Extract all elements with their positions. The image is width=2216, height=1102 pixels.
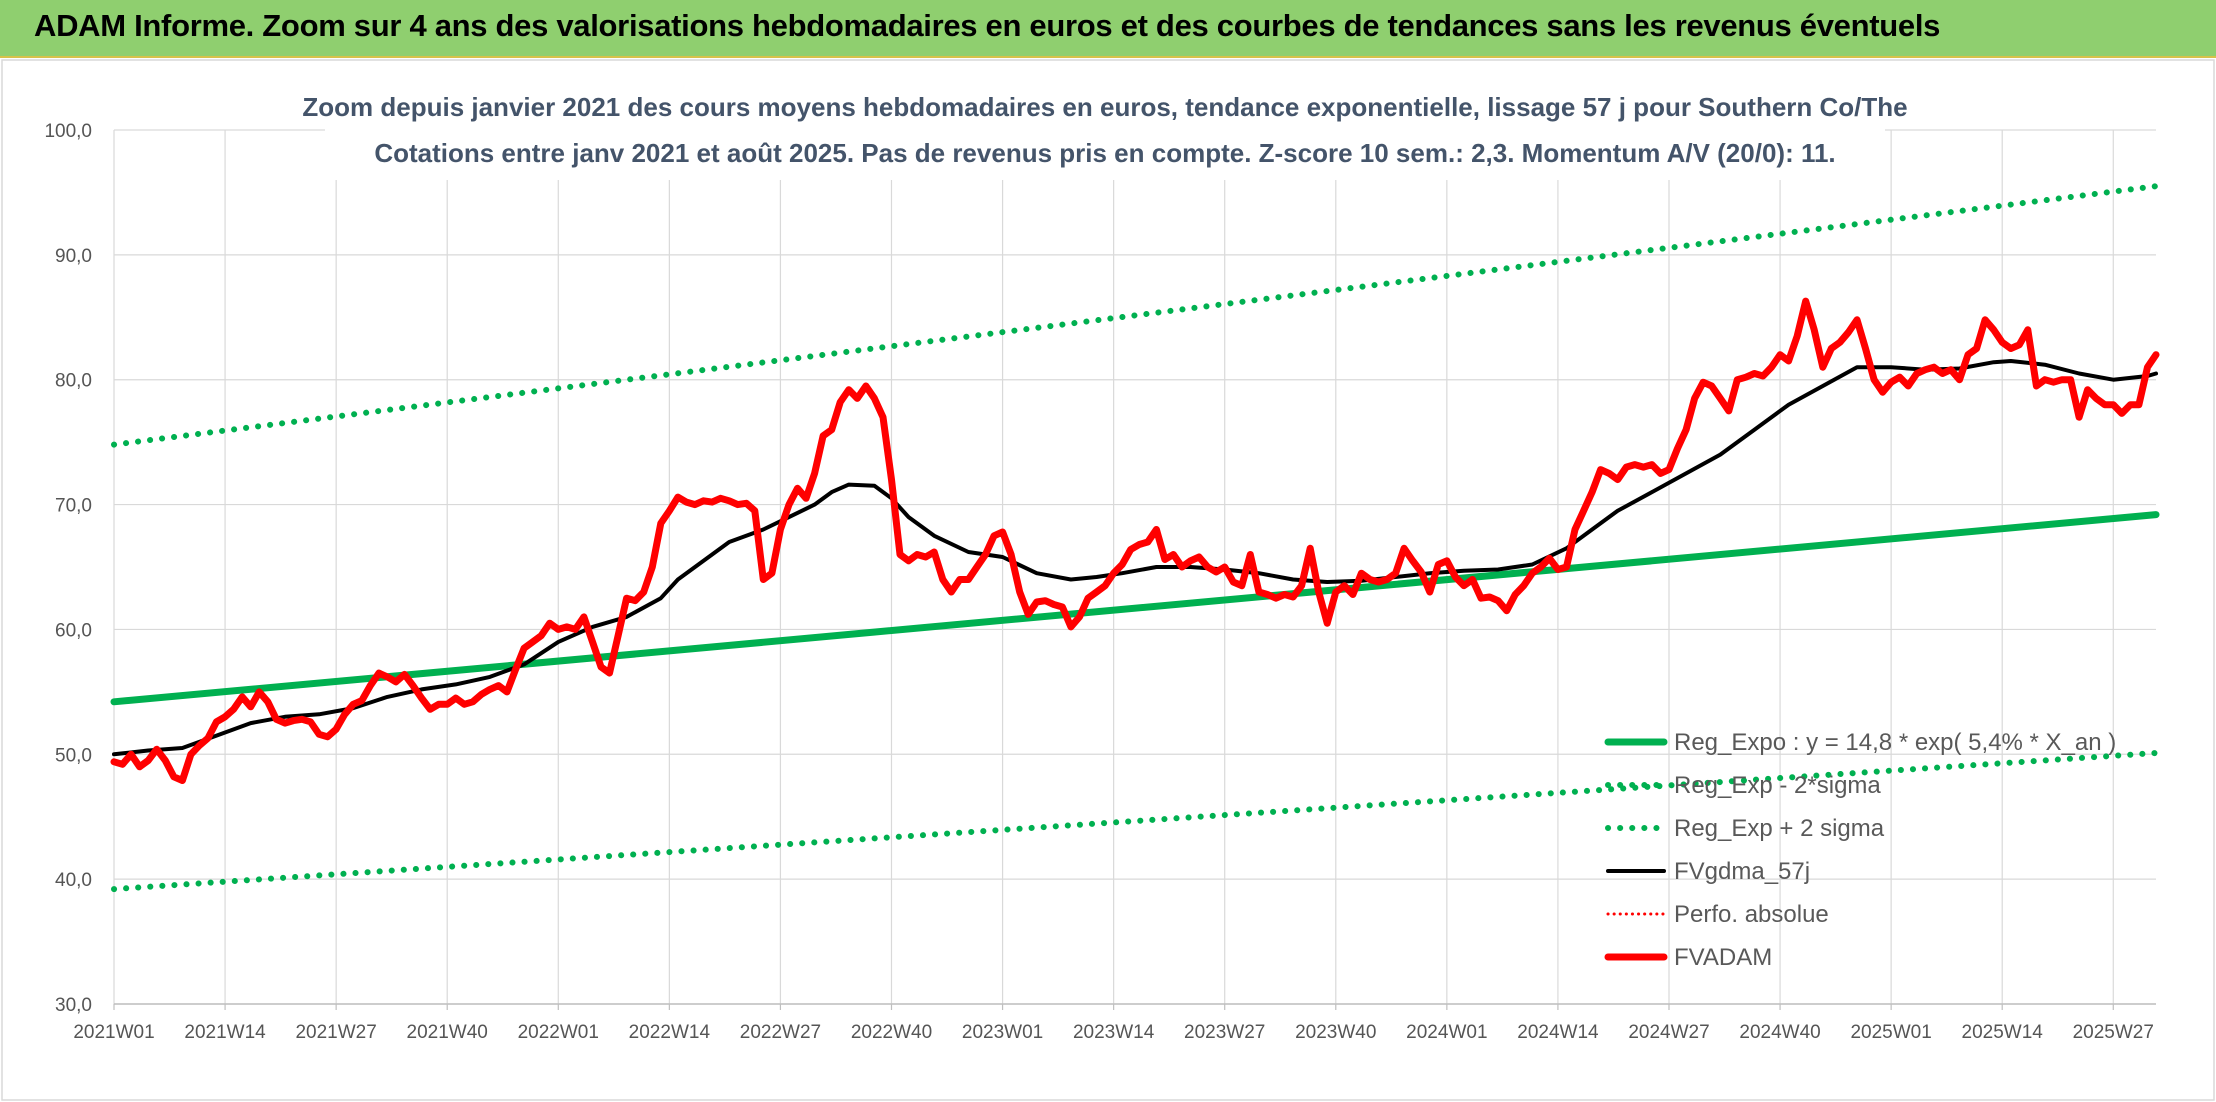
report-banner-title: ADAM Informe. Zoom sur 4 ans des valoris… — [34, 8, 1941, 43]
x-tick-label: 2021W40 — [407, 1022, 488, 1043]
y-tick-label: 80,0 — [55, 371, 92, 392]
x-tick-label: 2024W01 — [1406, 1022, 1487, 1043]
chart-title-line-2: Cotations entre janv 2021 et août 2025. … — [374, 138, 1835, 168]
x-tick-label: 2022W14 — [629, 1022, 711, 1043]
chart-title-line-1: Zoom depuis janvier 2021 des cours moyen… — [302, 92, 1907, 122]
legend-label-5: FVADAM — [1674, 944, 1772, 971]
x-tick-label: 2022W40 — [851, 1022, 932, 1043]
legend-label-2: Reg_Exp + 2 sigma — [1674, 815, 1885, 842]
y-tick-label: 60,0 — [55, 620, 92, 641]
chart-title-background — [325, 84, 1885, 180]
y-tick-label: 30,0 — [55, 995, 92, 1016]
x-tick-label: 2023W27 — [1184, 1022, 1265, 1043]
report-banner: ADAM Informe. Zoom sur 4 ans des valoris… — [0, 0, 2216, 58]
x-tick-label: 2023W40 — [1295, 1022, 1376, 1043]
x-tick-label: 2023W14 — [1073, 1022, 1155, 1043]
x-tick-label: 2025W14 — [1962, 1022, 2044, 1043]
axis-labels: 30,0 40,0 50,0 60,0 70,0 80,0 90,0 100,0 2021W01… — [44, 121, 2153, 1043]
series-line-2 — [111, 183, 2159, 448]
legend-label-0: Reg_Expo : y = 14,8 * exp( 5,4% * X_an ) — [1674, 729, 2116, 756]
x-tick-label: 2025W27 — [2073, 1022, 2154, 1043]
series-line-5 — [110, 297, 2160, 784]
series-line-3 — [112, 359, 2158, 757]
legend-label-4: Perfo. absolue — [1674, 901, 1829, 928]
x-tick-label: 2022W27 — [740, 1022, 821, 1043]
y-tick-label: 70,0 — [55, 496, 92, 517]
x-tick-label: 2025W01 — [1850, 1022, 1931, 1043]
y-tick-label: 100,0 — [44, 121, 92, 142]
y-tick-label: 90,0 — [55, 246, 92, 267]
x-tick-label: 2024W14 — [1517, 1022, 1599, 1043]
x-tick-label: 2023W01 — [962, 1022, 1043, 1043]
series-line-1 — [111, 750, 2159, 893]
y-tick-label: 40,0 — [55, 870, 92, 891]
x-tick-label: 2021W27 — [295, 1022, 376, 1043]
x-tick-label: 2021W14 — [184, 1022, 266, 1043]
series-layer — [110, 183, 2160, 893]
legend-label-1: Reg_Exp - 2*sigma — [1674, 772, 1881, 799]
chart-legend: Reg_Expo : y = 14,8 * exp( 5,4% * X_an )… — [1604, 729, 2116, 971]
x-tick-label: 2021W01 — [73, 1022, 154, 1043]
x-tick-label: 2022W01 — [518, 1022, 599, 1043]
legend-label-3: FVgdma_57j — [1674, 858, 1810, 885]
x-tick-label: 2024W40 — [1739, 1022, 1820, 1043]
y-tick-label: 50,0 — [55, 745, 92, 766]
series-line-0 — [110, 511, 2160, 706]
x-tick-label: 2024W27 — [1628, 1022, 1709, 1043]
chart-frame — [1, 59, 2215, 1101]
